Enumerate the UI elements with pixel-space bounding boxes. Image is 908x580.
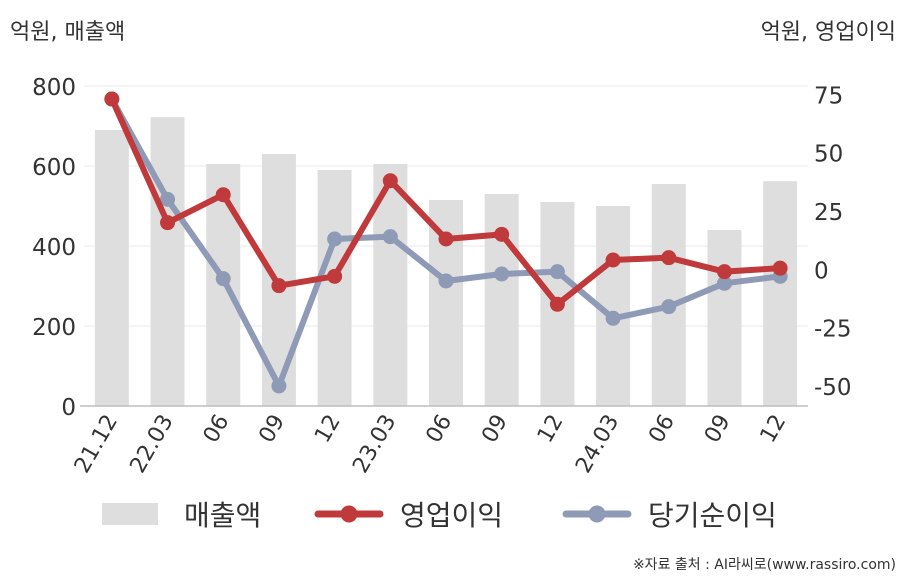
- x-tick-label: 09: [254, 411, 290, 448]
- x-tick-label: 21.12: [70, 411, 123, 478]
- point-당기순이익: [605, 310, 621, 326]
- bar-매출액: [484, 194, 519, 406]
- point-영업이익: [438, 231, 454, 247]
- point-당기순이익: [661, 299, 677, 315]
- bar-매출액: [707, 230, 742, 406]
- point-당기순이익: [438, 273, 454, 289]
- right-tick-label: 0: [814, 258, 829, 284]
- right-tick-label: 25: [814, 200, 843, 226]
- x-tick-label: 24.03: [571, 411, 624, 478]
- point-당기순이익: [549, 264, 565, 280]
- legend-swatch: [102, 503, 158, 525]
- left-tick-label: 800: [32, 75, 76, 101]
- point-영업이익: [104, 91, 120, 107]
- left-tick-label: 0: [61, 395, 76, 421]
- right-tick-label: -25: [814, 317, 852, 343]
- x-tick-label: 12: [310, 411, 346, 448]
- point-영업이익: [160, 215, 176, 231]
- right-tick-label: -50: [814, 375, 852, 401]
- x-tick-label: 22.03: [126, 411, 179, 478]
- x-tick-label: 06: [422, 411, 458, 448]
- legend-swatch-marker: [340, 505, 358, 523]
- source-note: ※자료 출처 : AI라씨로(www.rassiro.com): [632, 557, 896, 573]
- left-tick-label: 400: [32, 235, 76, 261]
- x-tick-label: 06: [644, 411, 680, 448]
- point-영업이익: [215, 187, 231, 203]
- point-영업이익: [271, 278, 287, 294]
- legend-swatch-marker: [588, 505, 606, 523]
- point-영업이익: [382, 173, 398, 189]
- point-당기순이익: [716, 275, 732, 291]
- x-tick-label: 12: [756, 411, 792, 448]
- point-영업이익: [549, 296, 565, 312]
- legend-label: 매출액: [184, 499, 261, 532]
- point-영업이익: [772, 260, 788, 276]
- left-tick-label: 200: [32, 315, 76, 341]
- left-axis-unit-label: 억원, 매출액: [10, 20, 126, 45]
- right-tick-label: 75: [814, 83, 843, 109]
- x-tick-label: 09: [700, 411, 736, 448]
- right-tick-label: 50: [814, 142, 843, 168]
- bar-매출액: [317, 170, 352, 406]
- x-tick-label: 23.03: [348, 411, 401, 478]
- point-당기순이익: [215, 271, 231, 287]
- point-영업이익: [661, 250, 677, 266]
- point-영업이익: [494, 226, 510, 242]
- point-영업이익: [605, 252, 621, 268]
- left-tick-label: 600: [32, 155, 76, 181]
- bar-매출액: [94, 130, 129, 406]
- point-영업이익: [327, 268, 343, 284]
- point-당기순이익: [494, 266, 510, 282]
- x-tick-label: 09: [477, 411, 513, 448]
- right-axis-unit-label: 억원, 영업이익: [760, 20, 896, 45]
- bar-매출액: [651, 184, 686, 406]
- point-당기순이익: [160, 191, 176, 207]
- legend-label: 영업이익: [400, 499, 503, 532]
- bar-매출액: [150, 117, 185, 406]
- bar-매출액: [429, 200, 463, 406]
- point-영업이익: [716, 264, 732, 280]
- bar-매출액: [763, 181, 798, 406]
- point-당기순이익: [382, 229, 398, 245]
- x-tick-label: 12: [533, 411, 569, 448]
- point-당기순이익: [327, 231, 343, 247]
- x-tick-label: 06: [199, 411, 235, 448]
- point-당기순이익: [271, 378, 287, 394]
- legend-label: 당기순이익: [648, 499, 777, 532]
